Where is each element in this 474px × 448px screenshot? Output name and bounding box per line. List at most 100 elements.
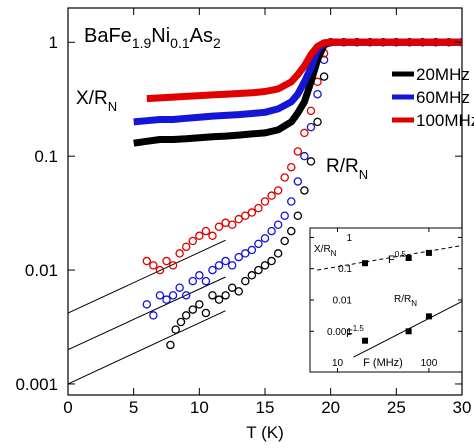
- label-text: R/R: [394, 294, 411, 305]
- open-marker: [306, 106, 316, 116]
- open-marker: [313, 89, 322, 99]
- x-tick-label: 25: [387, 398, 406, 417]
- open-marker: [188, 276, 198, 286]
- square-marker: [425, 249, 432, 256]
- open-marker: [254, 239, 263, 249]
- inset-rr-label: R/RN: [394, 294, 417, 308]
- plot-area: [317, 245, 462, 358]
- open-marker: [142, 300, 152, 309]
- open-marker: [149, 261, 158, 270]
- open-marker: [208, 231, 217, 241]
- label-sub: N: [411, 299, 417, 308]
- open-marker: [287, 162, 296, 172]
- open-marker: [201, 308, 211, 318]
- open-marker: [181, 242, 191, 252]
- open-marker: [214, 222, 224, 232]
- y-tick-label: 0.1: [34, 147, 58, 166]
- y-tick-label: 0.1: [338, 264, 352, 275]
- inset-f15-label: F1.5: [346, 324, 364, 340]
- open-marker: [195, 231, 204, 241]
- open-marker: [221, 291, 230, 300]
- open-marker: [214, 295, 224, 304]
- open-marker: [300, 151, 309, 161]
- x-tick-label: 15: [256, 398, 275, 417]
- open-marker: [195, 300, 204, 309]
- legend-label: 20MHz: [416, 65, 470, 84]
- open-marker: [247, 245, 257, 255]
- label-sup: 0.5: [395, 250, 407, 259]
- inset-xr-label: X/RN: [314, 244, 337, 258]
- open-marker: [247, 208, 257, 217]
- title-part: Ni: [151, 25, 170, 47]
- open-marker: [260, 234, 270, 243]
- open-marker: [293, 177, 303, 186]
- x-axis-label: T (K): [246, 423, 283, 442]
- open-marker: [280, 211, 289, 220]
- open-marker: [208, 265, 217, 275]
- open-marker: [241, 211, 250, 220]
- chart-title: BaFe1.9Ni0.1As2: [84, 25, 221, 51]
- y-tick-label: 0.01: [25, 261, 58, 280]
- open-marker: [280, 173, 289, 182]
- open-marker: [168, 291, 178, 300]
- label-sup: 1.5: [353, 324, 365, 333]
- open-marker: [267, 256, 276, 266]
- open-marker: [254, 203, 263, 213]
- open-marker: [273, 249, 283, 258]
- open-marker: [300, 128, 309, 138]
- x-tick-label: 0: [63, 398, 72, 417]
- plot-frame: [309, 227, 463, 373]
- series-line: [146, 38, 462, 103]
- x-tick-label: 20: [321, 398, 340, 417]
- open-marker: [155, 265, 165, 275]
- fit-line: [68, 310, 226, 385]
- title-part: 1.9: [132, 35, 152, 51]
- open-marker: [166, 340, 175, 350]
- open-marker: [306, 157, 316, 166]
- x-tick-label: 10: [190, 398, 209, 417]
- open-marker: [247, 271, 257, 280]
- square-marker: [362, 260, 369, 267]
- legend-label: 100MHz: [416, 111, 474, 130]
- label-sub: N: [359, 167, 368, 182]
- open-marker: [267, 191, 276, 200]
- y-tick-label: 1: [346, 233, 352, 244]
- open-marker: [241, 249, 250, 258]
- y-tick-label: 0.001: [15, 375, 58, 394]
- open-marker: [306, 122, 316, 132]
- open-marker: [313, 117, 322, 127]
- label-text: F: [346, 328, 353, 340]
- title-part: As: [190, 25, 213, 47]
- open-marker: [234, 214, 243, 224]
- open-marker: [181, 291, 191, 300]
- open-marker: [221, 256, 230, 266]
- title-part: BaFe: [84, 25, 132, 47]
- open-marker: [142, 256, 152, 266]
- open-marker: [287, 197, 296, 206]
- label-text: X/R: [76, 88, 108, 109]
- open-marker: [175, 283, 184, 292]
- open-marker: [273, 186, 283, 195]
- open-marker: [214, 261, 224, 270]
- inset-f05-label: F0.5: [388, 250, 406, 266]
- open-marker: [260, 197, 270, 206]
- x-tick-label: 10: [332, 358, 344, 369]
- open-marker: [188, 305, 198, 314]
- fit-line: [317, 245, 462, 271]
- open-marker: [168, 261, 178, 270]
- y-tick-label: 0.001: [327, 327, 352, 338]
- open-marker: [188, 236, 198, 246]
- y-tick-label: 0.01: [333, 296, 353, 307]
- open-marker: [201, 226, 211, 236]
- open-marker: [293, 211, 303, 220]
- open-marker: [175, 249, 184, 258]
- square-marker: [405, 328, 412, 335]
- open-marker: [267, 226, 276, 236]
- open-marker: [273, 220, 283, 229]
- label-text: R/R: [326, 156, 359, 177]
- label-text: F: [388, 254, 395, 266]
- open-marker: [227, 283, 237, 292]
- open-marker: [254, 265, 263, 275]
- x-tick-label: 5: [129, 398, 138, 417]
